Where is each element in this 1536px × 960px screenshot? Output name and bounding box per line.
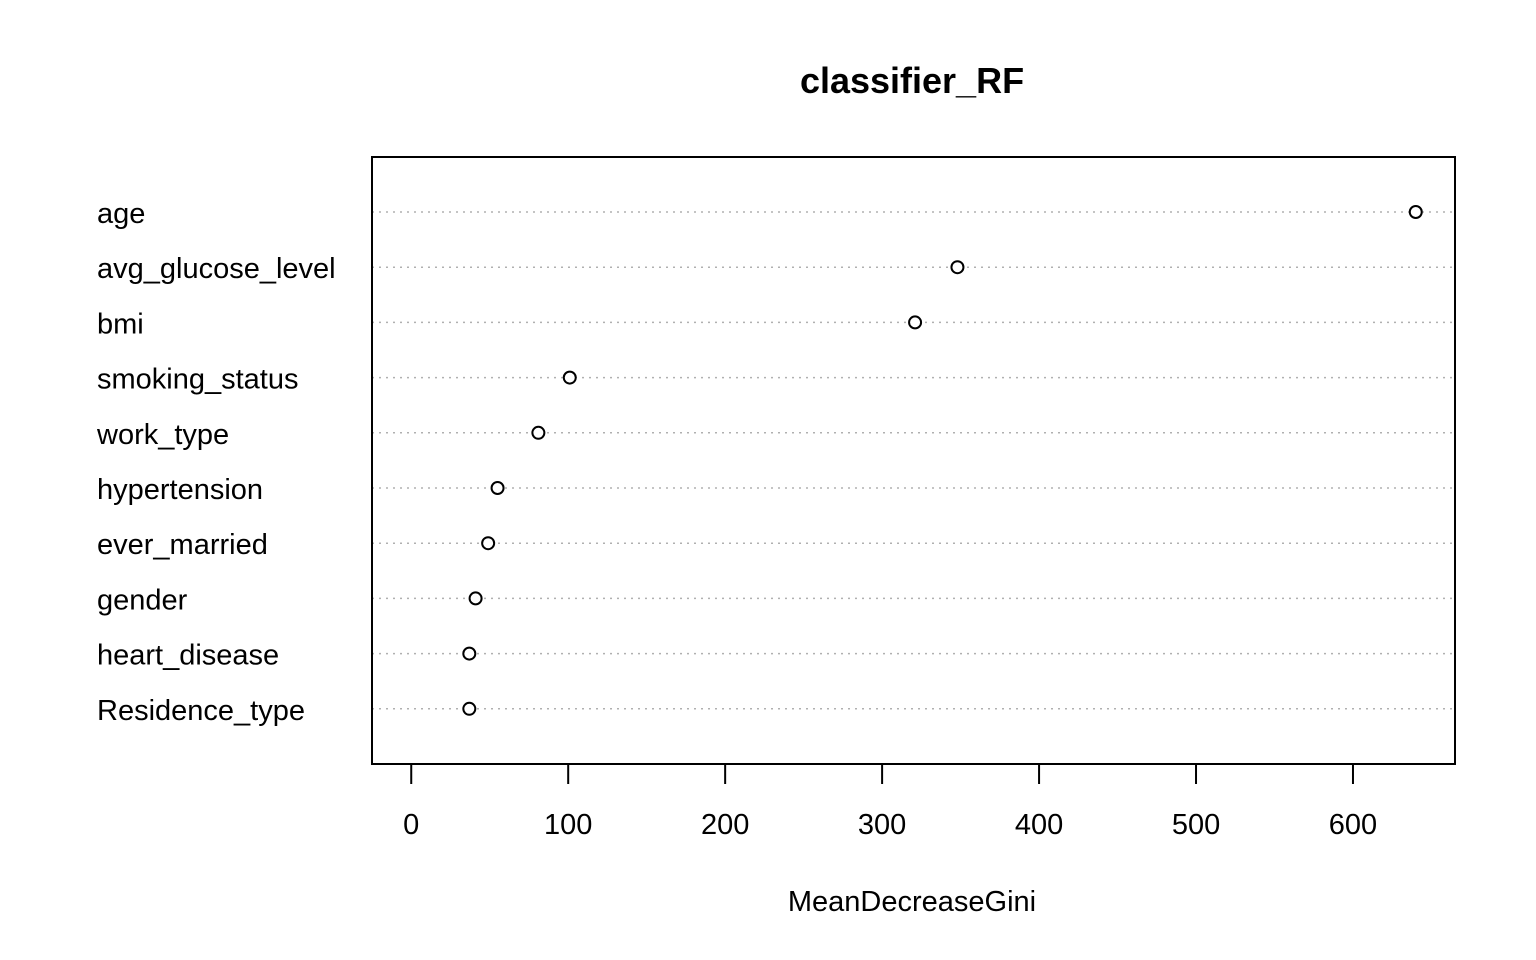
category-label-gender: gender	[97, 584, 188, 616]
category-label-ever-married: ever_married	[97, 529, 268, 561]
x-tick-label-100: 100	[544, 809, 592, 841]
category-label-residence-type: Residence_type	[97, 695, 305, 727]
x-tick-label-500: 500	[1172, 809, 1220, 841]
point-hypertension	[490, 481, 505, 495]
x-tick-label-600: 600	[1329, 809, 1377, 841]
point-residence-type	[462, 701, 477, 716]
point-work-type	[531, 425, 546, 440]
point-smoking-status	[562, 370, 577, 385]
point-heart-disease	[462, 646, 477, 661]
data-points	[462, 205, 1423, 716]
x-axis: 0 100 200 300 400 500 600	[403, 763, 1377, 841]
category-label-work-type: work_type	[96, 419, 229, 451]
point-avg-glucose-level	[950, 260, 965, 275]
category-label-hypertension: hypertension	[97, 474, 263, 506]
category-label-heart-disease: heart_disease	[97, 640, 279, 672]
x-tick-label-200: 200	[701, 809, 749, 841]
x-axis-title: MeanDecreaseGini	[788, 886, 1036, 918]
x-tick-label-300: 300	[858, 809, 906, 841]
category-label-age: age	[97, 198, 145, 230]
plot-frame	[371, 156, 1456, 765]
category-label-bmi: bmi	[97, 308, 144, 340]
point-bmi	[908, 315, 923, 330]
x-tick-label-400: 400	[1015, 809, 1063, 841]
point-age	[1408, 205, 1423, 219]
point-ever-married	[481, 536, 496, 551]
x-tick-label-0: 0	[403, 809, 419, 841]
point-gender	[468, 591, 483, 606]
guide-lines	[372, 211, 1455, 710]
category-label-smoking-status: smoking_status	[97, 364, 299, 396]
chart-title: classifier_RF	[800, 60, 1024, 101]
category-label-avg-glucose-level: avg_glucose_level	[97, 253, 336, 285]
